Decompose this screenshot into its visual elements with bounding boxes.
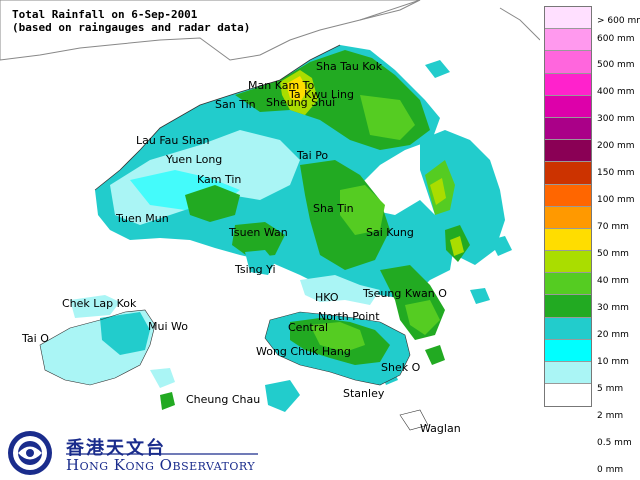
legend-swatch xyxy=(545,339,591,362)
place-label-mui-wo: Mui Wo xyxy=(148,320,188,333)
legend-swatch xyxy=(545,317,591,340)
legend-swatch xyxy=(545,273,591,296)
legend-swatch xyxy=(545,73,591,96)
place-label-waglan: Waglan xyxy=(420,422,461,435)
legend-label: 50 mm xyxy=(597,249,629,259)
legend-label: 100 mm xyxy=(597,195,635,205)
place-label-sha-tin: Sha Tin xyxy=(313,202,354,215)
place-label-sha-tau-kok: Sha Tau Kok xyxy=(316,60,383,73)
legend-swatch xyxy=(545,95,591,118)
legend-label: 20 mm xyxy=(597,330,629,340)
legend-label: 500 mm xyxy=(597,60,635,70)
place-label-tuen-mun: Tuen Mun xyxy=(116,212,169,225)
place-label-ta-kwu-ling: Ta Kwu Ling xyxy=(289,88,354,101)
place-label-north-point: North Point xyxy=(318,310,380,323)
place-label-lau-fau-shan: Lau Fau Shan xyxy=(136,134,210,147)
map-title: Total Rainfall on 6-Sep-2001 xyxy=(12,8,198,21)
legend-label: 600 mm xyxy=(597,34,635,44)
legend-swatch xyxy=(545,362,591,385)
place-label-hko: HKO xyxy=(315,291,339,304)
place-label-san-tin: San Tin xyxy=(215,98,256,111)
logo-english-name: Hong Kong Observatory xyxy=(66,456,256,474)
legend-label: 0 mm xyxy=(597,465,624,475)
legend-swatch xyxy=(545,29,591,52)
place-label-tsuen-wan: Tsuen Wan xyxy=(229,226,288,239)
place-label-stanley: Stanley xyxy=(343,387,385,400)
legend-label: 300 mm xyxy=(597,114,635,124)
rainfall-legend xyxy=(544,6,592,408)
legend-swatch xyxy=(545,140,591,163)
legend-swatch xyxy=(545,228,591,252)
place-label-kam-tin: Kam Tin xyxy=(197,173,242,186)
legend-label: 0.5 mm xyxy=(597,438,632,448)
legend-label: > 600 mm xyxy=(597,16,640,26)
place-label-cheung-chau: Cheung Chau xyxy=(186,393,261,406)
place-label-tsing-yi: Tsing Yi xyxy=(235,263,276,276)
legend-swatch xyxy=(545,384,591,407)
legend-label: 400 mm xyxy=(597,87,635,97)
legend-label: 70 mm xyxy=(597,222,629,232)
legend-swatch xyxy=(545,206,591,229)
place-label-yuen-long: Yuen Long xyxy=(166,153,223,166)
logo-chinese-name: 香港天文台 xyxy=(66,438,166,459)
place-label-man-kam-to: Man Kam To xyxy=(248,79,315,92)
place-label-wong-chuk-hang: Wong Chuk Hang xyxy=(256,345,351,358)
hko-logo xyxy=(8,431,258,475)
place-label-sai-kung: Sai Kung xyxy=(366,226,414,239)
legend-swatch xyxy=(545,117,591,141)
place-label-tai-po: Tai Po xyxy=(297,149,329,162)
place-label-tseung-kwan-o: Tseung Kwan O xyxy=(363,287,447,300)
place-label-chek-lap-kok: Chek Lap Kok xyxy=(62,297,137,310)
legend-swatch xyxy=(545,251,591,274)
legend-swatch xyxy=(545,184,591,207)
legend-label: 5 mm xyxy=(597,384,624,394)
legend-label: 10 mm xyxy=(597,357,629,367)
legend-swatch xyxy=(545,7,591,30)
legend-label: 40 mm xyxy=(597,276,629,286)
legend-label: 2 mm xyxy=(597,411,624,421)
place-label-shek-o: Shek O xyxy=(381,361,421,374)
place-label-tai-o: Tai O xyxy=(22,332,49,345)
legend-label: 30 mm xyxy=(597,303,629,313)
legend-swatch xyxy=(545,295,591,318)
map-subtitle: (based on raingauges and radar data) xyxy=(12,21,251,34)
rainfall-map xyxy=(0,0,540,431)
legend-swatch xyxy=(545,162,591,185)
place-label-central: Central xyxy=(288,321,329,334)
place-label-sheung-shui: Sheung Shui xyxy=(266,96,336,109)
legend-label: 200 mm xyxy=(597,141,635,151)
legend-label: 150 mm xyxy=(597,168,635,178)
legend-swatch xyxy=(545,51,591,74)
